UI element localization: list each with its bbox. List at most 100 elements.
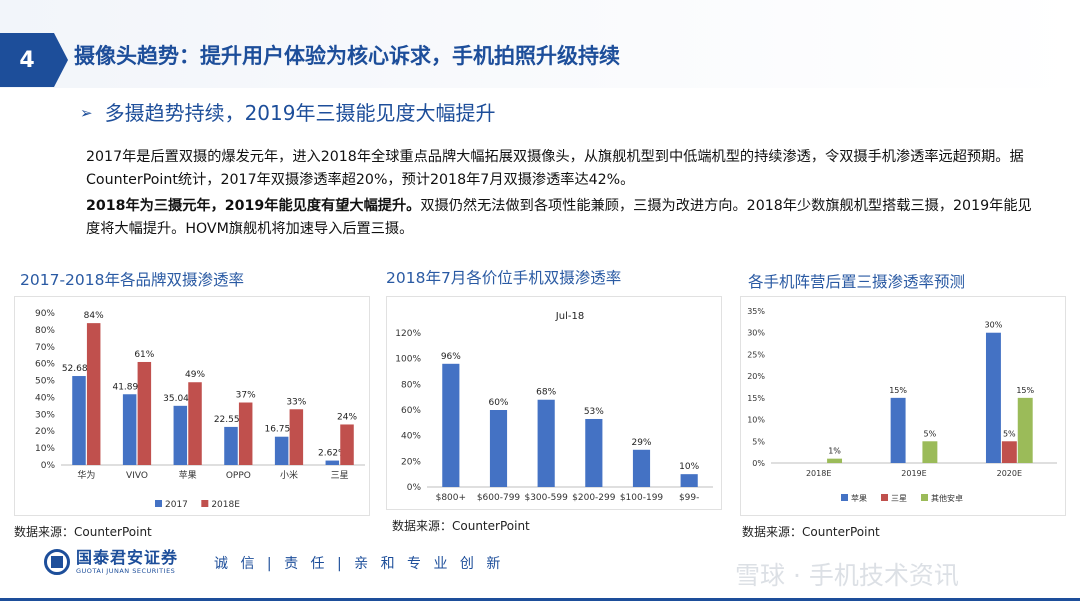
chart3-legend-swatch [881,494,888,501]
chart1-legend-label: 2018E [211,500,240,510]
chart1-source: 数据来源：CounterPoint [14,525,152,539]
chart1-ytick-label: 90% [35,309,55,319]
chart2-ytick-label: 100% [395,355,421,365]
chart1-category-label: 华为 [77,469,95,481]
chart1-bar [238,402,253,465]
chart2-category-label: $200-299 [572,493,616,503]
chart2-source: 数据来源：CounterPoint [392,519,530,533]
chart3-data-label: 5% [924,429,937,438]
chart2-ytick-label: 120% [395,329,421,339]
chart2-ytick-label: 60% [401,406,421,416]
chart3-bar [827,458,843,463]
paragraph-2-bold: 2018年为三摄元年，2019年能见度有望大幅提升。 [86,198,421,214]
chart3-ytick-label: 30% [747,329,765,338]
chart2-category-label: $300-599 [524,493,568,503]
chart3-data-label: 15% [1016,386,1034,395]
chart1-bar [274,436,289,465]
chart2-bar [442,363,460,487]
chart3-ytick-label: 0% [752,459,765,468]
chart1-data-label: 52.68% [62,364,97,374]
chart1-svg: 0% 10% 20% 30% 40% 50% 60% 70% 80% 90% 华为 52.68% 84%… [35,309,365,510]
company-slogan: 诚 信 | 责 任 | 亲 和 专 业 创 新 [214,556,505,572]
chart2-title: 2018年7月各价位手机双摄渗透率 [386,269,622,287]
chart1-ytick-label: 0% [41,461,56,471]
chart1-ytick-label: 30% [35,410,55,420]
company-logo: 国泰君安证券 GUOTAI JUNAN SECURITIES [44,549,178,575]
chart3-legend-label: 其他安卓 [931,493,963,503]
chart1-legend-swatch [201,500,209,507]
chart2-category-label: $100-199 [620,493,664,503]
chart1-bar [325,460,340,465]
logo-name-cn: 国泰君安证券 [76,548,179,567]
chart2-data-label: 10% [679,462,699,472]
chart3-data-label: 30% [985,321,1003,330]
chart1-ytick-label: 40% [35,393,55,403]
chart1-data-label: 24% [337,412,357,422]
chart3-legend-label: 苹果 [851,493,867,503]
chart2-category-label: $99- [679,493,699,503]
chart1-category-label: 三星 [331,470,349,481]
arrow-bullet-icon: ➢ [80,104,93,122]
chart2-ytick-label: 40% [401,432,421,442]
chart1-data-label: 41.89% [112,382,147,392]
chart1-ytick-label: 80% [35,326,55,336]
chart3-ytick-label: 5% [752,437,765,446]
chart1-category-label: 苹果 [179,469,197,481]
chart3-bar [890,397,906,463]
chart3-bar [985,332,1001,463]
chart3-svg: 0% 5% 10% 15% 20% 25% 30% 35% 2018E 1% 2019E 15% 5% 2… [747,307,1057,503]
chart2-ytick-label: 0% [407,483,422,493]
chart3-ytick-label: 10% [747,416,765,425]
chart1-ytick-label: 20% [35,427,55,437]
chart1-data-label: 84% [84,311,104,321]
section-number-badge: 4 [0,33,68,87]
logo-mark-icon [44,549,70,575]
chart2-bar [537,399,555,487]
chart3-ytick-label: 25% [747,350,765,359]
chart2-data-label: 60% [488,398,508,408]
chart1-bar [289,409,304,465]
chart2-data-label: 53% [584,407,604,417]
chart3-category-label: 2018E [806,469,831,478]
chart1-data-label: 22.55% [214,415,249,425]
chart1-legend-swatch [155,500,162,507]
chart3-legend-label: 三星 [891,494,907,503]
header-band [0,0,1080,88]
chart1-bar [72,376,86,465]
chart1-ytick-label: 10% [35,444,55,454]
chart1-bar [86,323,101,465]
logo-name-en: GUOTAI JUNAN SECURITIES [76,567,176,575]
chart2-inner-title: Jul-18 [555,311,584,322]
paragraph-2-rest: 双摄仍然无法做到各项性能兼顾，三摄为改进方向。2018年少数旗舰机型搭载三摄，2… [86,198,1032,237]
chart3-ytick-label: 15% [747,394,765,403]
chart3-bar [922,441,938,463]
chart1-data-label: 49% [185,370,205,380]
chart2-bar [632,449,651,487]
chart1-legend-label: 2017 [165,500,188,510]
chart2-frame: 0% 20% 40% 60% 80% 100% 120% $800+ 96% $600-799 60… [386,296,722,510]
paragraph-2: 2018年为三摄元年，2019年能见度有望大幅提升。双摄仍然无法做到各项性能兼顾… [86,195,1036,241]
chart1-title: 2017-2018年各品牌双摄渗透率 [20,271,244,289]
chart3-ytick-label: 20% [747,372,765,381]
chart1-data-label: 61% [134,350,154,360]
chart3-data-label: 1% [828,447,841,456]
chart1-category-label: 小米 [280,469,298,481]
paragraph-1: 2017年是后置双摄的爆发元年，进入2018年全球重点品牌大幅拓展双摄像头，从旗… [86,149,1024,188]
footer-rule [0,598,1080,601]
watermark: 雪球 · 手机技术资讯 [735,561,959,590]
section-subtitle: ➢ 多摄趋势持续，2019年三摄能见度大幅提升 [80,97,495,126]
chart1-ytick-label: 70% [35,343,55,353]
chart2-ytick-label: 20% [401,457,421,467]
chart1-data-label: 35.04% [163,394,198,404]
chart1-data-label: 33% [286,397,306,407]
chart1-bar [224,426,238,465]
chart2-bar [489,410,508,487]
chart3-data-label: 5% [1003,429,1016,438]
chart2-bar [585,418,603,487]
chart2-svg: 0% 20% 40% 60% 80% 100% 120% $800+ 96% $600-799 60… [395,311,713,503]
chart1-category-label: VIVO [126,471,148,481]
chart1-data-label: 2.62% [318,449,347,459]
chart1-bar [340,424,354,465]
chart3-source: 数据来源：CounterPoint [742,525,880,539]
chart3-legend-swatch [921,494,928,501]
